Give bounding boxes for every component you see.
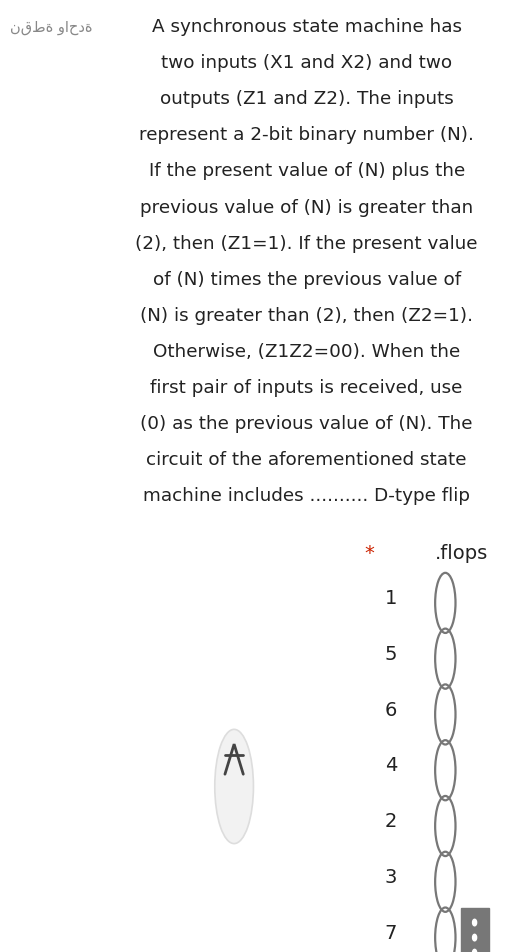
Circle shape [473,934,477,941]
Text: (N) is greater than (2), then (Z2=1).: (N) is greater than (2), then (Z2=1). [140,307,473,325]
Text: نقطة واحدة: نقطة واحدة [10,20,93,34]
Text: two inputs (X1 and X2) and two: two inputs (X1 and X2) and two [161,54,452,72]
Text: (2), then (Z1=1). If the present value: (2), then (Z1=1). If the present value [135,234,478,252]
Text: outputs (Z1 and Z2). The inputs: outputs (Z1 and Z2). The inputs [160,90,453,109]
Text: 7: 7 [385,922,397,942]
Text: 6: 6 [385,700,397,719]
Text: machine includes .......... D-type flip: machine includes .......... D-type flip [143,486,470,505]
Text: 4: 4 [385,756,397,775]
Text: of (N) times the previous value of: of (N) times the previous value of [152,270,461,288]
Text: previous value of (N) is greater than: previous value of (N) is greater than [140,198,473,216]
FancyBboxPatch shape [461,907,489,952]
Text: first pair of inputs is received, use: first pair of inputs is received, use [150,379,463,397]
Text: *: * [364,544,374,563]
Circle shape [473,949,477,952]
Ellipse shape [215,729,253,843]
Text: Otherwise, (Z1Z2=00). When the: Otherwise, (Z1Z2=00). When the [153,343,460,361]
Text: 1: 1 [385,588,397,607]
Text: 3: 3 [385,867,397,886]
Text: circuit of the aforementioned state: circuit of the aforementioned state [147,450,467,468]
Text: 2: 2 [385,811,397,830]
Text: A synchronous state machine has: A synchronous state machine has [152,18,462,36]
Text: represent a 2-bit binary number (N).: represent a 2-bit binary number (N). [139,127,474,144]
Text: .flops: .flops [435,544,489,563]
Text: 5: 5 [384,645,397,663]
Text: If the present value of (N) plus the: If the present value of (N) plus the [149,162,465,180]
Text: (0) as the previous value of (N). The: (0) as the previous value of (N). The [140,415,473,432]
Circle shape [473,920,477,926]
